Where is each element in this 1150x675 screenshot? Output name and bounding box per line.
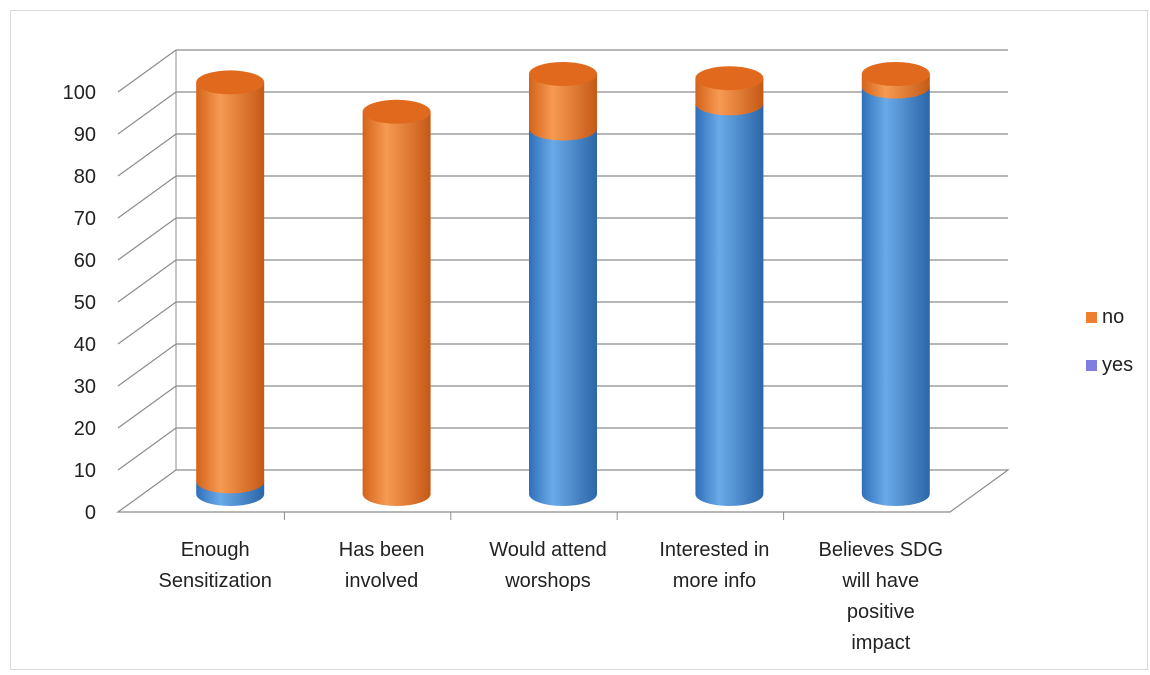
x-category-label: Would attend worshops bbox=[489, 539, 607, 592]
bar-stack bbox=[362, 99, 431, 507]
side-gridline bbox=[117, 427, 177, 471]
y-tick-label: 40 bbox=[74, 334, 96, 356]
side-gridline bbox=[117, 301, 177, 345]
y-tick-label: 100 bbox=[63, 82, 96, 104]
bar-no bbox=[362, 111, 431, 507]
y-tick-label: 30 bbox=[74, 376, 96, 398]
floor-outline bbox=[116, 469, 1010, 513]
bar-top-cap bbox=[861, 62, 930, 86]
y-tick-label: 20 bbox=[74, 418, 96, 440]
bar-stack bbox=[529, 62, 597, 506]
y-tick-label: 0 bbox=[85, 502, 96, 524]
y-tick-label: 10 bbox=[74, 460, 96, 482]
side-gridline bbox=[117, 49, 177, 93]
x-category-label: Interested in more info bbox=[659, 539, 769, 592]
bar-no bbox=[196, 82, 265, 494]
x-category-label-line: worshops bbox=[504, 570, 591, 592]
side-gridline bbox=[117, 91, 177, 135]
side-gridline bbox=[117, 217, 177, 261]
side-gridline bbox=[117, 175, 177, 219]
bar-stack bbox=[695, 66, 764, 507]
x-category-label: Has been involved bbox=[339, 539, 425, 592]
x-category-label-line: involved bbox=[345, 570, 418, 592]
x-category-label: Believes SDG will have positive impact bbox=[819, 539, 944, 654]
y-tick-label: 90 bbox=[74, 124, 96, 146]
bar-top-cap bbox=[529, 62, 597, 86]
y-axis: 0 10 20 30 40 50 60 70 80 90 100 bbox=[63, 82, 96, 524]
legend-swatch-no bbox=[1086, 312, 1097, 323]
y-tick-label: 50 bbox=[74, 292, 96, 314]
x-category-label-line: Would attend bbox=[489, 539, 607, 561]
x-category-label-line: Believes SDG bbox=[819, 539, 944, 561]
legend: no yes bbox=[1086, 306, 1133, 376]
side-gridline bbox=[117, 343, 177, 387]
x-category-label-line: more info bbox=[673, 570, 756, 592]
side-gridline bbox=[117, 385, 177, 429]
x-category-label-line: impact bbox=[851, 632, 910, 654]
legend-swatch-yes bbox=[1086, 360, 1097, 371]
x-category-label-line: Has been bbox=[339, 539, 425, 561]
y-tick-label: 70 bbox=[74, 208, 96, 230]
bar-yes bbox=[695, 103, 764, 507]
bar-top-cap bbox=[196, 70, 265, 95]
x-category-label-line: Sensitization bbox=[158, 570, 271, 592]
y-tick-label: 80 bbox=[74, 166, 96, 188]
x-category-label-line: Interested in bbox=[659, 539, 769, 561]
x-category-label-line: Enough bbox=[181, 539, 250, 561]
x-category-label: Enough Sensitization bbox=[158, 539, 271, 592]
bars bbox=[196, 62, 930, 507]
bar-stack bbox=[196, 70, 265, 506]
bar-yes bbox=[529, 128, 597, 506]
x-category-label-line: positive bbox=[847, 601, 915, 623]
side-gridline bbox=[117, 259, 177, 303]
legend-label-no: no bbox=[1102, 306, 1124, 328]
bar-no bbox=[529, 74, 597, 141]
x-axis: Enough Sensitization Has been involved Would… bbox=[158, 512, 943, 654]
x-category-label-line: will have bbox=[841, 570, 919, 592]
bar-yes bbox=[861, 86, 930, 506]
legend-label-yes: yes bbox=[1102, 354, 1133, 376]
bar-top-cap bbox=[362, 99, 431, 124]
bar-stack bbox=[861, 62, 930, 506]
side-gridline bbox=[117, 133, 177, 177]
bar-top-cap bbox=[695, 66, 764, 91]
y-tick-label: 60 bbox=[74, 250, 96, 272]
